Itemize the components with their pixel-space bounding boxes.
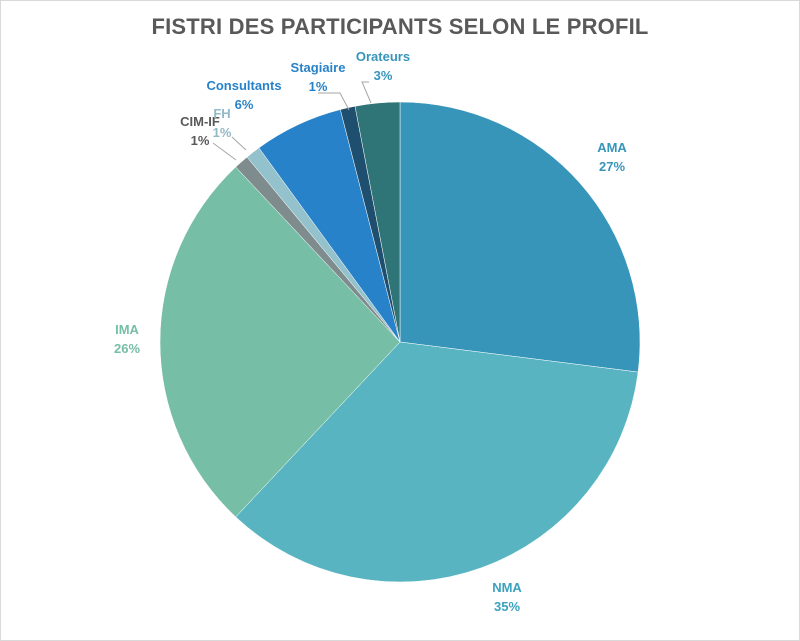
slice-label-name-consultants: Consultants <box>206 78 281 93</box>
slice-label-name-nma: NMA <box>492 580 522 595</box>
slice-label-value-nma: 35% <box>494 599 520 614</box>
slice-label-value-cim-if: 1% <box>191 133 210 148</box>
slice-label-value-ima: 26% <box>114 341 140 356</box>
pie-slice-ama <box>399 101 641 373</box>
slice-label-value-consultants: 6% <box>235 97 254 112</box>
leader-line-cim-if <box>212 142 237 161</box>
pie-slice-ima <box>159 166 401 518</box>
slice-label-name-ama: AMA <box>597 140 627 155</box>
slice-labels: AMA27%NMA35%IMA26%CIM-IF1%FH1%Consultant… <box>114 49 627 614</box>
slice-label-name-ima: IMA <box>115 322 139 337</box>
leader-line-fh <box>231 136 247 151</box>
leader-line-orateurs <box>361 81 372 104</box>
chart-title: FISTRI DES PARTICIPANTS SELON LE PROFIL <box>151 14 649 39</box>
slice-label-value-orateurs: 3% <box>374 68 393 83</box>
pie-slice-nma <box>235 341 639 583</box>
slice-label-value-fh: 1% <box>213 125 232 140</box>
slice-label-name-orateurs: Orateurs <box>356 49 410 64</box>
leader-line-stagiaire <box>318 92 350 111</box>
slice-label-value-ama: 27% <box>599 159 625 174</box>
slice-label-name-stagiaire: Stagiaire <box>291 60 346 75</box>
pie-slices <box>159 101 641 583</box>
slice-label-name-cim-if: CIM-IF <box>180 114 220 129</box>
leader-lines <box>212 81 372 161</box>
slice-label-value-stagiaire: 1% <box>309 79 328 94</box>
slice-label-name-fh: FH <box>213 106 230 121</box>
pie-slice-orateurs <box>354 101 401 343</box>
